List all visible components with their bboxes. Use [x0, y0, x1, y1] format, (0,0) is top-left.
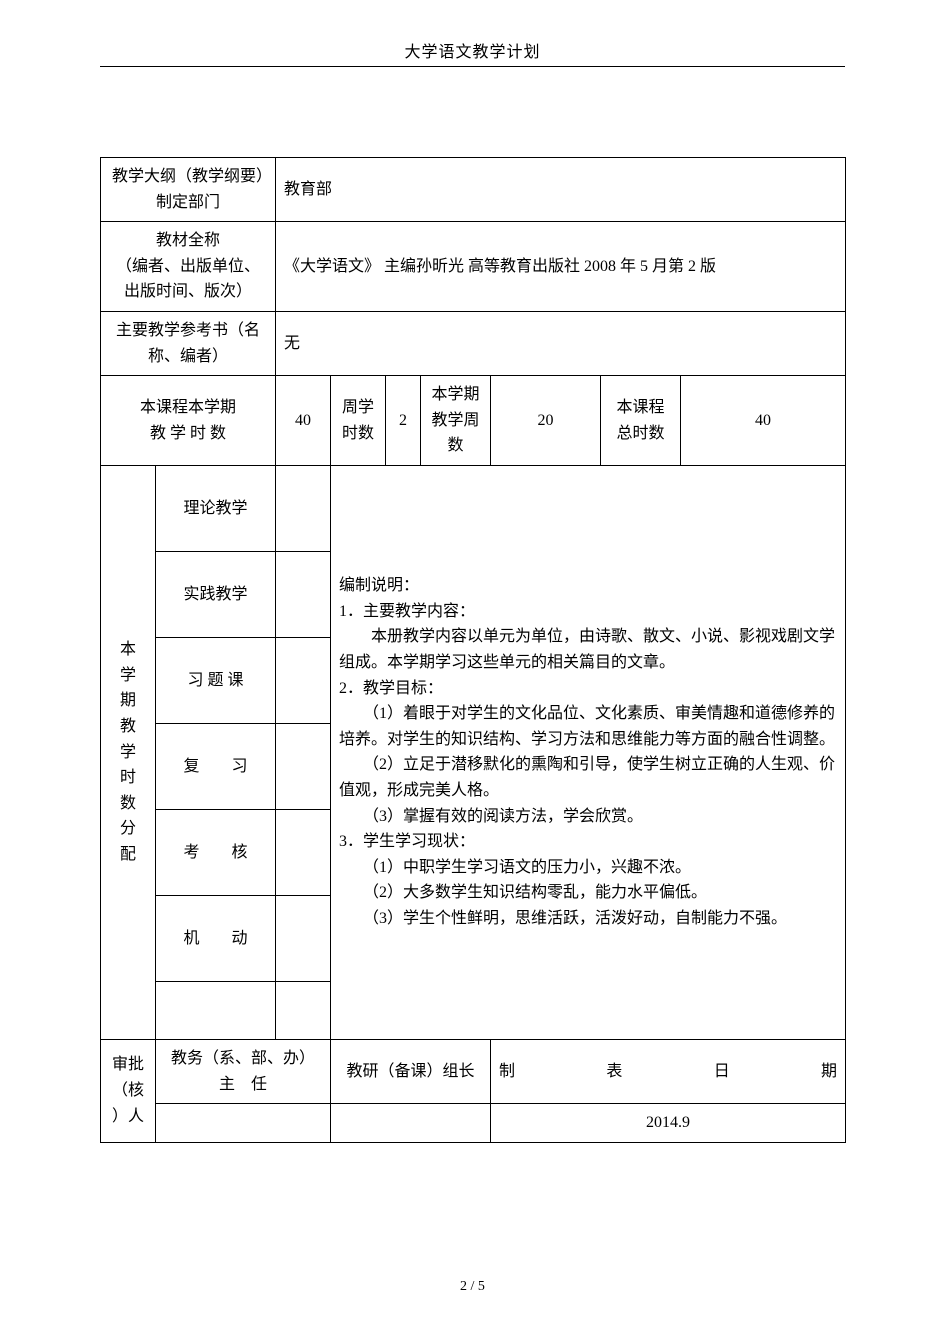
- desc-line-9: 3．学生学习现状：: [339, 829, 837, 855]
- alloc-item-1: 实践教学: [156, 551, 276, 637]
- value-weekly-hours: 2: [386, 376, 421, 466]
- alloc-value-0: [276, 465, 331, 551]
- alloc-value-6: [276, 981, 331, 1039]
- value-syllabus: 教育部: [276, 158, 846, 222]
- label-syllabus: 教学大纲（教学纲要）制定部门: [101, 158, 276, 222]
- side-char-6: 数: [109, 791, 147, 817]
- row-syllabus: 教学大纲（教学纲要）制定部门 教育部: [101, 158, 846, 222]
- label-total-hours-line2: 教 学 时 数: [109, 421, 267, 447]
- alloc-value-3: [276, 723, 331, 809]
- alloc-item-5: 机 动: [156, 895, 276, 981]
- page-footer: 2 / 5: [0, 1279, 945, 1295]
- row-hours: 本课程本学期 教 学 时 数 40 周学时数 2 本学期教学周数 20 本课程总…: [101, 376, 846, 466]
- desc-line-1: 1．主要教学内容：: [339, 599, 837, 625]
- alloc-item-2: 习 题 课: [156, 637, 276, 723]
- row-alloc-0: 本 学 期 教 学 时 数 分 配 理论教学 编制说明： 1．主要教学内容： 本…: [101, 465, 846, 551]
- row-approval-values: 2014.9: [101, 1104, 846, 1143]
- side-char-7: 分: [109, 816, 147, 842]
- alloc-value-1: [276, 551, 331, 637]
- header-rule: [100, 66, 845, 67]
- value-approval-col2: [331, 1104, 491, 1143]
- side-char-2: 期: [109, 688, 147, 714]
- document-page: 大学语文教学计划 教学大纲（教学纲要）制定部门 教育部 教材全称 （编者、出版单…: [0, 0, 945, 1337]
- desc-line-12: （3）学生个性鲜明，思维活跃，活泼好动，自制能力不强。: [339, 906, 837, 932]
- label-approval-col1: 教务（系、部、办）主 任: [156, 1039, 331, 1103]
- label-approval-col3: 制 表 日 期: [491, 1039, 846, 1103]
- side-char-0: 本: [109, 637, 147, 663]
- desc-line-4: 2．教学目标：: [339, 676, 837, 702]
- alloc-item-6: [156, 981, 276, 1039]
- alloc-value-5: [276, 895, 331, 981]
- main-table: 教学大纲（教学纲要）制定部门 教育部 教材全称 （编者、出版单位、出版时间、版次…: [100, 157, 846, 1143]
- label-weeks: 本学期教学周数: [421, 376, 491, 466]
- desc-line-6: （2）立足于潜移默化的熏陶和引导，使学生树立正确的人生观、价值观，形成完美人格。: [339, 752, 837, 803]
- desc-line-5: （1）着眼于对学生的文化品位、文化素质、审美情趣和道德修养的培养。对学生的知识结…: [339, 701, 837, 752]
- label-approval-col2: 教研（备课）组长: [331, 1039, 491, 1103]
- value-textbook: 《大学语文》 主编孙昕光 高等教育出版社 2008 年 5 月第 2 版: [276, 222, 846, 312]
- label-textbook: 教材全称 （编者、出版单位、出版时间、版次）: [101, 222, 276, 312]
- side-char-1: 学: [109, 663, 147, 689]
- row-approval-labels: 审批（核）人 教务（系、部、办）主 任 教研（备课）组长 制 表 日 期: [101, 1039, 846, 1103]
- desc-line-10: （1）中职学生学习语文的压力小，兴趣不浓。: [339, 855, 837, 881]
- label-refbook: 主要教学参考书（名称、编者）: [101, 311, 276, 375]
- side-char-4: 学: [109, 740, 147, 766]
- alloc-value-2: [276, 637, 331, 723]
- row-textbook: 教材全称 （编者、出版单位、出版时间、版次） 《大学语文》 主编孙昕光 高等教育…: [101, 222, 846, 312]
- label-allocation-side: 本 学 期 教 学 时 数 分 配: [101, 465, 156, 1039]
- value-approval-col3: 2014.9: [491, 1104, 846, 1143]
- label-approval-side: 审批（核）人: [101, 1039, 156, 1142]
- side-char-8: 配: [109, 842, 147, 868]
- desc-line-0: 编制说明：: [339, 573, 837, 599]
- row-refbook: 主要教学参考书（名称、编者） 无: [101, 311, 846, 375]
- value-refbook: 无: [276, 311, 846, 375]
- label-total-hours: 本课程本学期 教 学 时 数: [101, 376, 276, 466]
- label-course-total: 本课程总时数: [601, 376, 681, 466]
- label-weekly-hours: 周学时数: [331, 376, 386, 466]
- alloc-item-4: 考 核: [156, 809, 276, 895]
- side-char-3: 教: [109, 714, 147, 740]
- side-char-5: 时: [109, 765, 147, 791]
- value-approval-col1: [156, 1104, 331, 1143]
- page-header-title: 大学语文教学计划: [100, 38, 845, 62]
- description-cell: 编制说明： 1．主要教学内容： 本册教学内容以单元为单位，由诗歌、散文、小说、影…: [331, 465, 846, 1039]
- desc-line-11: （2）大多数学生知识结构零乱，能力水平偏低。: [339, 880, 837, 906]
- alloc-value-4: [276, 809, 331, 895]
- alloc-item-3: 复 习: [156, 723, 276, 809]
- value-course-total: 40: [681, 376, 846, 466]
- value-weeks: 20: [491, 376, 601, 466]
- value-total-hours: 40: [276, 376, 331, 466]
- desc-line-2: 本册教学内容以单元为单位，由诗歌、散文、小说、影视戏剧文学组成。本学期学习这些单…: [339, 624, 837, 675]
- alloc-item-0: 理论教学: [156, 465, 276, 551]
- label-total-hours-line1: 本课程本学期: [109, 395, 267, 421]
- desc-line-7: （3）掌握有效的阅读方法，学会欣赏。: [339, 804, 837, 830]
